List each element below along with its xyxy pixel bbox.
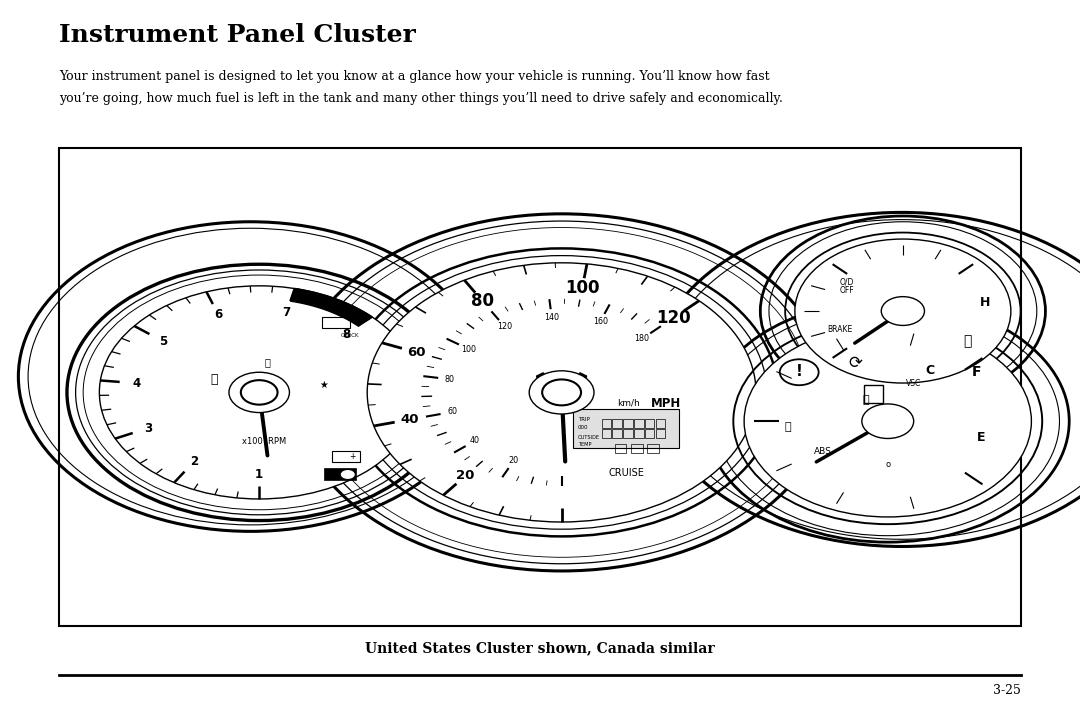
Bar [864,385,883,403]
Bar [332,451,360,462]
Text: TEMP: TEMP [578,442,592,446]
Text: ⛽: ⛽ [784,422,791,432]
Text: O/D: O/D [839,278,854,287]
Text: ⟳: ⟳ [849,354,862,372]
Text: United States Cluster shown, Canada similar: United States Cluster shown, Canada simi… [365,641,715,654]
Text: 20: 20 [509,456,518,465]
Bar [322,317,350,328]
Text: TRIP: TRIP [578,417,590,421]
Bar [645,418,654,428]
Bar [324,468,356,480]
Circle shape [367,263,756,522]
Text: ⛔: ⛔ [211,373,217,386]
Text: H: H [980,296,990,309]
Text: 7: 7 [283,306,291,319]
Text: ⛔: ⛔ [265,357,271,367]
Text: F: F [972,365,981,379]
Text: 8: 8 [342,328,350,341]
Text: 80: 80 [445,375,455,384]
Bar [602,428,611,438]
Text: OUTSIDE: OUTSIDE [578,435,599,439]
Circle shape [340,469,355,480]
Bar [656,428,665,438]
Text: 100: 100 [565,279,599,297]
Circle shape [881,297,924,325]
Text: 40: 40 [400,413,419,426]
Text: 2: 2 [190,455,198,469]
Bar [59,148,1021,626]
Bar [647,444,659,453]
Text: Instrument Panel Cluster: Instrument Panel Cluster [59,23,416,47]
Text: ★: ★ [320,380,328,390]
Text: 120: 120 [656,309,690,327]
Text: CRUISE: CRUISE [608,468,645,478]
Circle shape [795,239,1011,383]
Text: 100: 100 [461,345,476,354]
Bar [656,418,665,428]
Text: 6: 6 [215,308,222,321]
Text: VSC: VSC [906,379,921,387]
Text: OFF: OFF [839,287,854,295]
Text: ⛽: ⛽ [863,395,869,405]
Bar [602,418,611,428]
Circle shape [99,286,419,499]
Text: 180: 180 [634,335,649,343]
Text: !: ! [796,364,802,379]
Text: 000: 000 [578,426,589,430]
Bar [623,428,633,438]
Bar [634,428,644,438]
Bar [612,418,622,428]
Text: 120: 120 [497,323,513,331]
Text: ABS: ABS [814,447,832,456]
Text: 1: 1 [255,468,264,481]
Text: 140: 140 [544,312,559,322]
Text: 60: 60 [407,346,426,359]
Text: 5: 5 [159,335,167,348]
Bar [634,418,644,428]
Bar [631,444,643,453]
Circle shape [862,404,914,438]
Polygon shape [291,289,373,326]
Bar [645,428,654,438]
Text: 3-25: 3-25 [993,684,1021,697]
Text: C: C [926,364,934,377]
Bar [615,444,626,453]
Bar [623,418,633,428]
Text: you’re going, how much fuel is left in the tank and many other things you’ll nee: you’re going, how much fuel is left in t… [59,92,783,105]
Text: km/h: km/h [617,399,640,408]
Text: E: E [976,431,985,444]
Text: o: o [886,460,890,469]
Text: 60: 60 [447,408,457,416]
Circle shape [529,371,594,414]
Text: +: + [349,452,355,461]
Text: ⏚: ⏚ [963,334,972,348]
Text: 20: 20 [457,469,475,482]
Text: 160: 160 [593,317,608,326]
Bar [612,428,622,438]
Circle shape [744,325,1031,517]
Text: 40: 40 [470,436,480,446]
Text: BRAKE: BRAKE [827,325,853,333]
Text: 80: 80 [471,292,495,310]
Text: MPH: MPH [651,397,681,410]
Bar [573,409,679,448]
Text: Your instrument panel is designed to let you know at a glance how your vehicle i: Your instrument panel is designed to let… [59,70,770,83]
Text: x100  RPM: x100 RPM [243,437,286,446]
Circle shape [229,372,289,413]
Text: 3: 3 [145,421,152,434]
Text: 4: 4 [133,377,141,390]
Text: CHECK: CHECK [340,333,360,338]
